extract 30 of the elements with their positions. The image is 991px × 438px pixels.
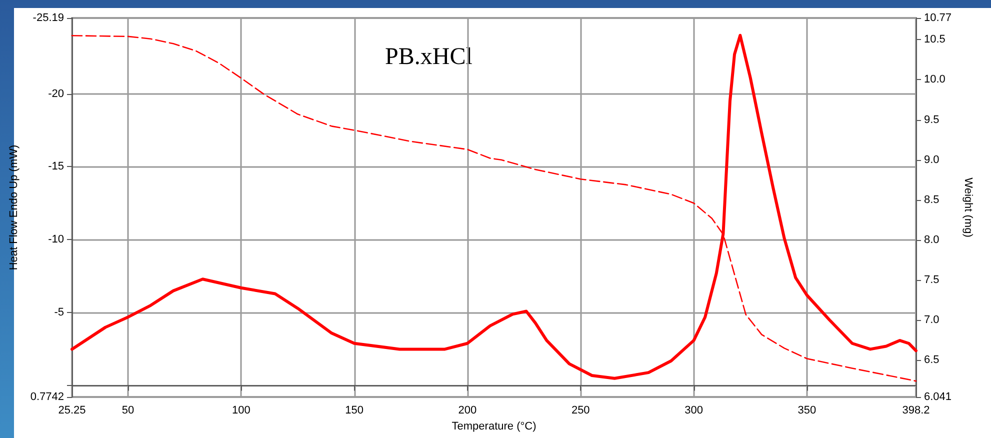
x-tick-label: 50 [122, 404, 134, 416]
y-axis-title: Heat Flow Endo Up (mW) [8, 144, 20, 270]
y-tick-label: -10 [48, 234, 64, 246]
y2-tick-label: 7.5 [924, 274, 940, 286]
x-tick-label: 250 [571, 404, 590, 416]
y2-tick-label: 7.0 [924, 314, 940, 326]
y2-tick-label: 10.0 [924, 74, 946, 86]
x-tick-label: 350 [798, 404, 816, 416]
y2-axis-title: Weight (mg) [962, 178, 974, 238]
x-tick-label: 300 [684, 404, 703, 416]
x-tick-label: 200 [458, 404, 477, 416]
y2-tick-label: 9.0 [924, 154, 940, 166]
y-tick-label: -5 [54, 306, 64, 319]
x-axis-title: Temperature (°C) [452, 420, 536, 432]
x-tick-label: 398.2 [902, 404, 930, 416]
y2-tick-label: 8.0 [924, 234, 940, 246]
y-tick-label: -15 [48, 160, 64, 173]
y-tick-label: -25.19 [32, 12, 64, 24]
y-tick-label: 0.7742 [30, 391, 64, 403]
x-tick-label: 100 [232, 404, 250, 416]
y2-tick-label: 9.5 [924, 114, 940, 126]
annotation: PB.xHCl [385, 44, 473, 70]
x-tick-label: 150 [345, 404, 364, 416]
y2-tick-label: 10.5 [924, 34, 946, 46]
y2-tick-label: 10.77 [924, 12, 952, 24]
y-tick-label: -20 [48, 88, 64, 100]
y2-tick-label: 8.5 [924, 194, 940, 206]
y2-tick-label: 6.5 [924, 354, 940, 366]
x-tick-label: 25.25 [58, 404, 86, 416]
y2-tick-label: 6.041 [924, 391, 952, 403]
